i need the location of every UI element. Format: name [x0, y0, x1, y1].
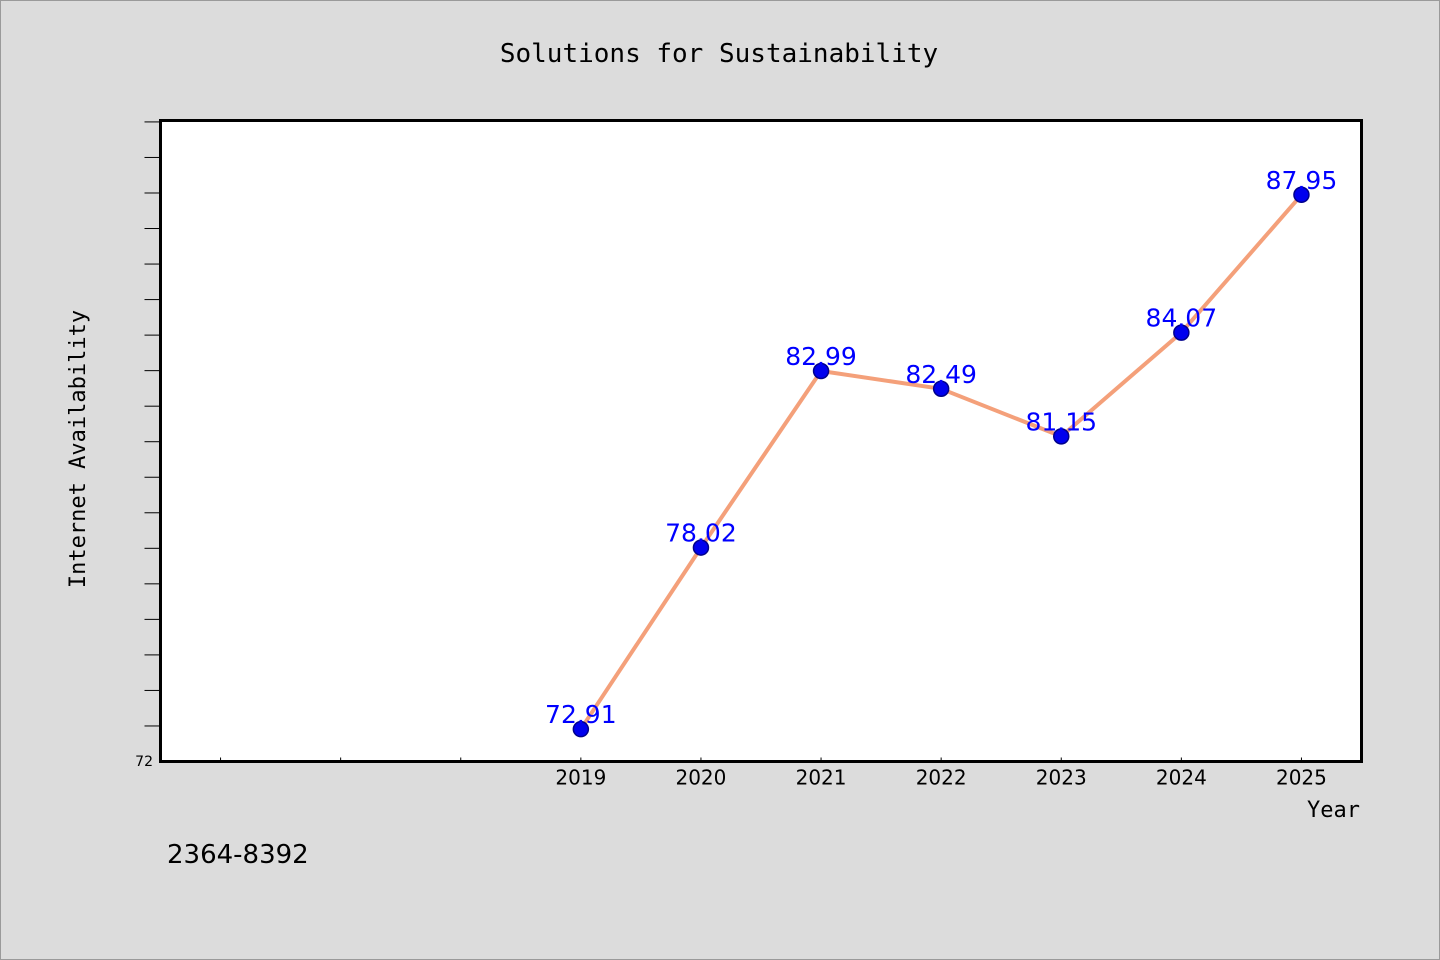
data-point	[932, 380, 950, 398]
series-markers	[572, 186, 1310, 738]
plot-frame	[159, 119, 1363, 763]
x-axis-title: Year	[1307, 798, 1360, 823]
data-point	[1293, 186, 1310, 204]
data-point	[1053, 428, 1070, 445]
plot-area	[160, 120, 1362, 762]
x-tick-label: 2020	[675, 766, 726, 790]
x-tick-label: 2024	[1156, 766, 1207, 790]
x-tick-label: 2019	[555, 766, 606, 790]
x-axis-ticks: 2019 2020 2021 2022 2023 2024 2025	[555, 757, 1327, 790]
data-label: 87.95	[1266, 166, 1338, 195]
data-label: 82.99	[785, 342, 857, 371]
data-label: 78.02	[665, 519, 737, 548]
y-axis-title: Internet Availability	[66, 310, 91, 588]
data-label: 82.49	[905, 360, 977, 389]
data-point	[572, 720, 590, 738]
x-tick-label: 2025	[1276, 766, 1327, 790]
x-tick-label: 2023	[1036, 766, 1087, 790]
data-label: 81.15	[1025, 407, 1097, 436]
x-tick-label: 2022	[916, 766, 967, 790]
x-tick-label: 2021	[796, 766, 847, 790]
y-axis-ticks	[144, 121, 160, 727]
y-axis-min-label: 72	[135, 754, 153, 770]
data-label: 84.07	[1146, 304, 1218, 333]
data-point	[1173, 324, 1190, 341]
data-point	[812, 362, 830, 380]
data-labels: 72.91 78.02 82.99 82.49 81.15 84.07 87.95	[545, 166, 1337, 729]
data-point	[692, 539, 710, 556]
footer-id: 2364-8392	[167, 840, 309, 870]
chart-title: Solutions for Sustainability	[500, 39, 938, 69]
data-label: 72.91	[545, 700, 617, 729]
